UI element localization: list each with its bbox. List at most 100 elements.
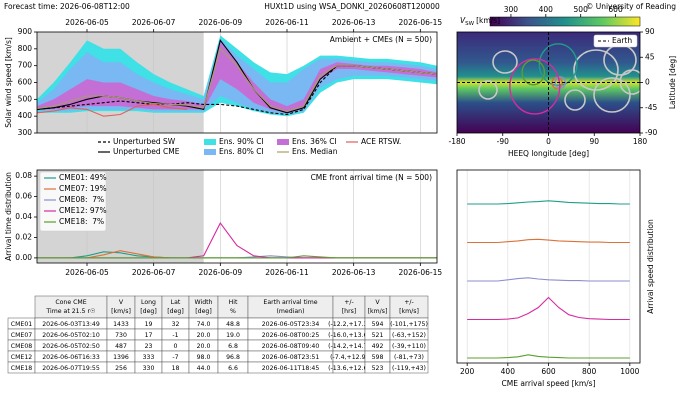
x-tick-label: 2026-06-15 xyxy=(399,18,443,27)
y-tick-label: 0.00 xyxy=(15,253,32,262)
table-cell-text: 2026-06-06T16:33 xyxy=(42,354,100,361)
table-header-text: +/- xyxy=(404,299,414,306)
table-cell-text: 1433 xyxy=(113,321,129,328)
legend-label: CME01: 49% xyxy=(59,173,107,182)
y-tick-label: 700 xyxy=(18,61,33,70)
colorbar-label-part: [km/s] xyxy=(476,16,500,25)
table-cell-text: -7 xyxy=(172,354,178,361)
table-cell-text: 44.0 xyxy=(197,365,211,372)
cme-cone xyxy=(521,59,546,86)
y-tick-label: 500 xyxy=(18,94,33,103)
x-tick-label: 400 xyxy=(501,367,516,376)
x-tick-label: 2026-06-11 xyxy=(265,18,309,27)
y-tick-label: -90 xyxy=(645,128,657,137)
density-curve xyxy=(467,238,630,244)
table-header-text: V xyxy=(119,299,124,306)
table-cell-text: (-81,+73) xyxy=(394,354,424,361)
forecast-label: Forecast time: xyxy=(4,2,58,11)
x-axis-label: HEEQ longitude [deg] xyxy=(508,149,589,158)
table-cell-text: 20.0 xyxy=(197,332,211,339)
series-line xyxy=(37,47,437,112)
table-header-text: % xyxy=(230,308,236,315)
table-header-text: [km/s] xyxy=(399,308,419,315)
x-tick-label: 2026-06-15 xyxy=(399,268,443,277)
y-tick-label: 45 xyxy=(645,52,655,61)
table-header-text: [deg] xyxy=(140,308,157,315)
x-tick-label: 2026-06-07 xyxy=(132,18,176,27)
table-cell-text: 2026-06-11T18:45 xyxy=(262,365,320,372)
y-tick-label: 600 xyxy=(18,78,33,87)
density-curve xyxy=(467,354,630,359)
table-cell-text: 487 xyxy=(115,343,127,350)
table-header-text: Cone CME xyxy=(55,299,86,306)
y-tick-label: 900 xyxy=(18,27,33,36)
table-header-text: Earth arrival time xyxy=(263,299,317,306)
x-tick-label: 1000 xyxy=(620,367,639,376)
table-cell-text: 730 xyxy=(115,332,127,339)
table-header-text: [km/s] xyxy=(111,308,131,315)
colorbar-label: VSW [km/s] xyxy=(460,16,500,27)
table-cell-text: 23 xyxy=(145,343,153,350)
legend-swatch xyxy=(204,139,216,145)
density-curve xyxy=(467,200,630,205)
cme-cone xyxy=(509,58,561,115)
table-cell-text: 19 xyxy=(145,321,153,328)
ensemble-cone xyxy=(593,77,631,113)
table-cell-text: 19.0 xyxy=(226,332,240,339)
table-cell-text: (-14.2,+14.7) xyxy=(328,343,370,350)
legend-label: Unperturbed SW xyxy=(113,137,176,146)
table-cell-text: (-119,+43) xyxy=(392,365,426,372)
x-tick-label: 2026-06-09 xyxy=(199,268,243,277)
y-tick-label: 0 xyxy=(645,78,650,87)
table-cell-text: -1 xyxy=(172,332,178,339)
x-axis-label: CME arrival speed [km/s] xyxy=(501,379,595,388)
y-tick-label: -45 xyxy=(645,103,657,112)
table-cell-text: 20.0 xyxy=(197,343,211,350)
x-tick-label: 2026-06-11 xyxy=(265,268,309,277)
legend-label: Unperturbed CME xyxy=(113,147,180,156)
x-tick-label: 2026-06-05 xyxy=(65,18,109,27)
table-cell-text: (-16.0,+13.6) xyxy=(328,332,370,339)
table-header-text: Time at 21.5 r☉ xyxy=(45,308,95,315)
table-cell-text: 2026-06-08T00:25 xyxy=(262,332,320,339)
legend-label: CME08: 7% xyxy=(59,195,104,204)
table-cell-text: 521 xyxy=(372,332,384,339)
colorbar-tick-label: 500 xyxy=(574,5,589,14)
table-header-text: [deg] xyxy=(167,308,184,315)
table-cell-text: 6.8 xyxy=(228,343,238,350)
table-cell-text: CME12 xyxy=(11,354,33,361)
table-header-text: Long xyxy=(141,299,156,306)
table-cell-text: 1396 xyxy=(113,354,129,361)
ensemble-cone xyxy=(478,80,498,100)
plot-area xyxy=(37,32,437,133)
legend-label: Ens. 36% CI xyxy=(292,137,337,146)
annotation: Ambient + CMEs (N = 500) xyxy=(330,35,432,44)
table-cell-text: 594 xyxy=(372,321,384,328)
x-tick-label: 90 xyxy=(589,137,599,146)
table-header-text: [deg] xyxy=(195,308,212,315)
table-cell-text: (-7.4,+12.9) xyxy=(330,354,368,361)
map-overlay xyxy=(457,32,640,133)
table-cell-text: (-13.6,+12.6) xyxy=(328,365,370,372)
table-cell-text: 48.8 xyxy=(226,321,240,328)
density-curve xyxy=(467,277,630,282)
forecast-time: 2026-06-08T12:00 xyxy=(60,2,130,11)
table-cell-text: 523 xyxy=(372,365,384,372)
table-cell-text: 2026-06-03T13:49 xyxy=(42,321,100,328)
y-axis-label: Arrival time distribution xyxy=(4,172,13,261)
legend-swatch xyxy=(204,149,216,155)
y-axis-label: Solar wind speed [km/s] xyxy=(4,37,13,128)
credit: © University of Reading xyxy=(586,2,676,11)
x-tick-label: 800 xyxy=(582,367,597,376)
series-line xyxy=(37,103,188,117)
table-cell-text: (-101,+175) xyxy=(390,321,428,328)
ensemble-cone xyxy=(573,49,619,91)
colorbar-label-part: V xyxy=(460,16,466,25)
y-tick-label: 0.04 xyxy=(15,212,32,221)
table-cell-text: 18 xyxy=(172,365,180,372)
x-tick-label: 2026-06-05 xyxy=(65,268,109,277)
ensemble-cone xyxy=(619,69,640,95)
legend-swatch xyxy=(277,139,289,145)
y-tick-label: 0.02 xyxy=(15,232,32,241)
cme-table: Cone CME Time at 21.5 r☉ V [km/s] Long [deg] L… xyxy=(7,295,429,374)
